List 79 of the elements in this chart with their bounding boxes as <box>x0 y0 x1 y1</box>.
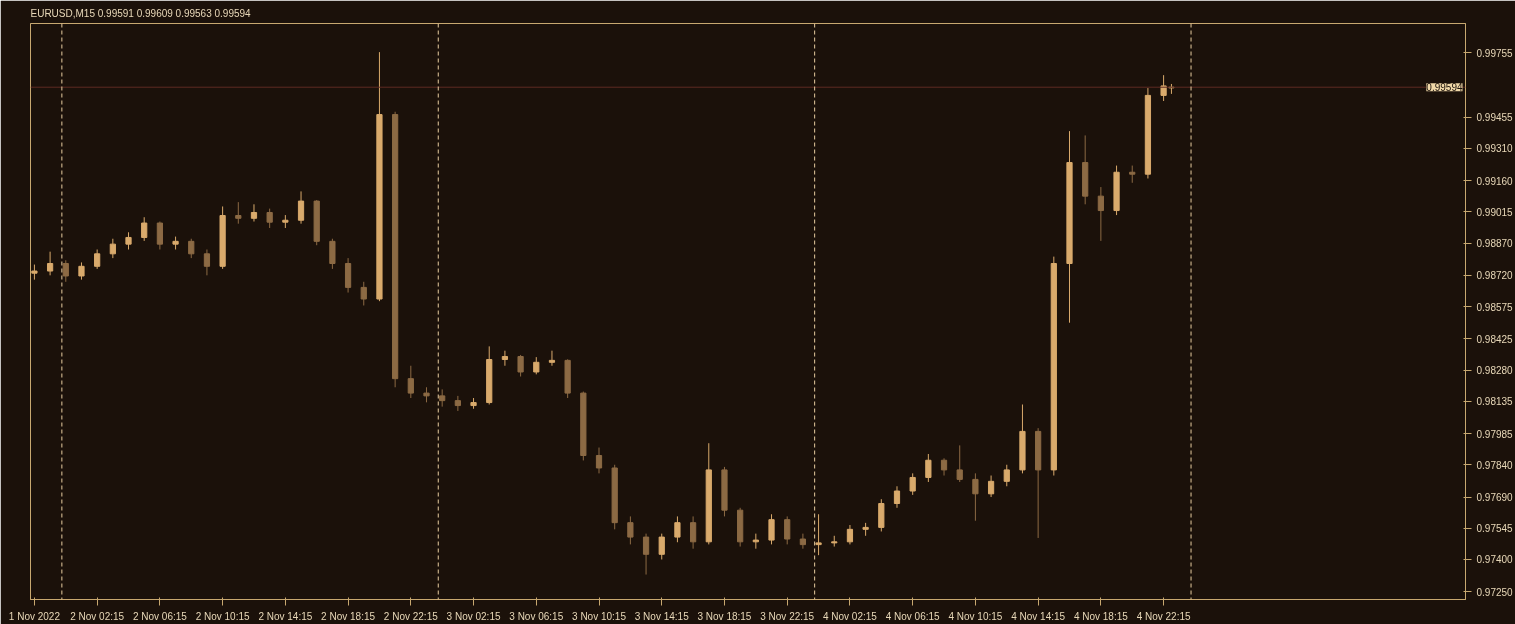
candlestick <box>893 485 901 509</box>
candlestick <box>627 515 634 545</box>
candlestick <box>235 201 242 225</box>
x-tick-label: 2 Nov 22:15 <box>383 610 439 622</box>
candlestick <box>799 533 806 550</box>
candlestick <box>925 453 932 483</box>
candlestick <box>156 221 163 251</box>
candlestick <box>642 533 650 576</box>
y-tick-label: 0.99160 <box>1476 175 1514 187</box>
candlestick <box>266 208 273 229</box>
candlestick <box>203 249 211 276</box>
candlestick <box>972 472 979 522</box>
candlestick <box>1097 186 1104 242</box>
y-tick-label: 0.99310 <box>1476 143 1514 155</box>
candlestick <box>987 475 995 498</box>
candlestick <box>297 190 305 225</box>
candlestick <box>815 513 822 556</box>
y-tick-label: 0.99755 <box>1476 47 1514 59</box>
candlestick <box>690 515 697 550</box>
y-tick-label: 0.98720 <box>1476 270 1514 282</box>
y-tick-label: 0.98575 <box>1476 301 1514 313</box>
y-tick-label: 0.97840 <box>1476 459 1514 471</box>
candlestick <box>1003 464 1010 487</box>
candlestick <box>658 533 665 560</box>
candlestick <box>62 259 69 283</box>
candlestick <box>878 498 885 532</box>
candlestick <box>454 395 461 412</box>
x-tick-label: 1 Nov 2022 <box>8 610 61 622</box>
candlestick <box>846 524 854 545</box>
candlestick <box>109 238 116 259</box>
y-tick-label: 0.98425 <box>1476 333 1514 345</box>
candlestick <box>517 354 524 377</box>
candlestick <box>407 365 414 399</box>
candlestick <box>548 350 556 367</box>
x-tick-label: 4 Nov 22:15 <box>1136 610 1191 622</box>
candlestick <box>909 472 916 496</box>
x-tick-label: 3 Nov 06:15 <box>509 610 564 622</box>
chart-title: EURUSD,M15 0.99591 0.99609 0.99563 0.99594 <box>30 7 252 19</box>
y-tick-label: 0.98280 <box>1476 365 1514 377</box>
x-tick-label: 4 Nov 18:15 <box>1073 610 1129 622</box>
y-tick-label: 0.99455 <box>1476 112 1514 124</box>
ref-line-label: 0.99594 <box>1426 82 1463 94</box>
candlestick <box>674 515 681 543</box>
candlestick <box>344 257 352 294</box>
x-tick-label: 2 Nov 18:15 <box>321 610 376 622</box>
x-tick-label: 3 Nov 18:15 <box>697 610 752 622</box>
x-tick-label: 4 Nov 10:15 <box>948 610 1003 622</box>
candlestick <box>768 513 775 545</box>
candlestick <box>784 515 791 545</box>
candlestick <box>141 216 148 242</box>
y-tick-label: 0.98135 <box>1476 396 1514 408</box>
y-tick-label: 0.99015 <box>1476 206 1514 218</box>
y-tick-label: 0.97400 <box>1476 554 1514 566</box>
y-tick-label: 0.98870 <box>1476 238 1514 250</box>
candlestick <box>94 249 101 270</box>
candlestick <box>595 447 603 474</box>
x-tick-label: 4 Nov 02:15 <box>822 610 878 622</box>
candlestick <box>956 444 963 483</box>
y-tick-label: 0.97250 <box>1476 586 1514 598</box>
y-tick-label: 0.97690 <box>1476 492 1514 504</box>
x-tick-label: 2 Nov 06:15 <box>132 610 188 622</box>
x-tick-label: 3 Nov 02:15 <box>446 610 501 622</box>
x-tick-label: 4 Nov 06:15 <box>885 610 941 622</box>
candlestick <box>188 238 195 259</box>
x-tick-label: 3 Nov 14:15 <box>634 610 690 622</box>
candlestick <box>501 350 509 367</box>
x-tick-label: 3 Nov 10:15 <box>572 610 627 622</box>
x-tick-label: 2 Nov 02:15 <box>70 610 125 622</box>
candlestick <box>250 203 258 223</box>
candlestick <box>329 238 336 270</box>
y-tick-label: 0.97985 <box>1476 428 1514 440</box>
x-tick-label: 2 Nov 14:15 <box>258 610 313 622</box>
x-tick-label: 2 Nov 10:15 <box>195 610 251 622</box>
candlestick <box>360 281 367 306</box>
candlestick <box>46 251 54 276</box>
candlestick <box>1160 74 1167 102</box>
x-tick-label: 4 Nov 14:15 <box>1011 610 1066 622</box>
y-tick-label: 0.97545 <box>1476 523 1514 535</box>
x-tick-label: 3 Nov 22:15 <box>760 610 815 622</box>
